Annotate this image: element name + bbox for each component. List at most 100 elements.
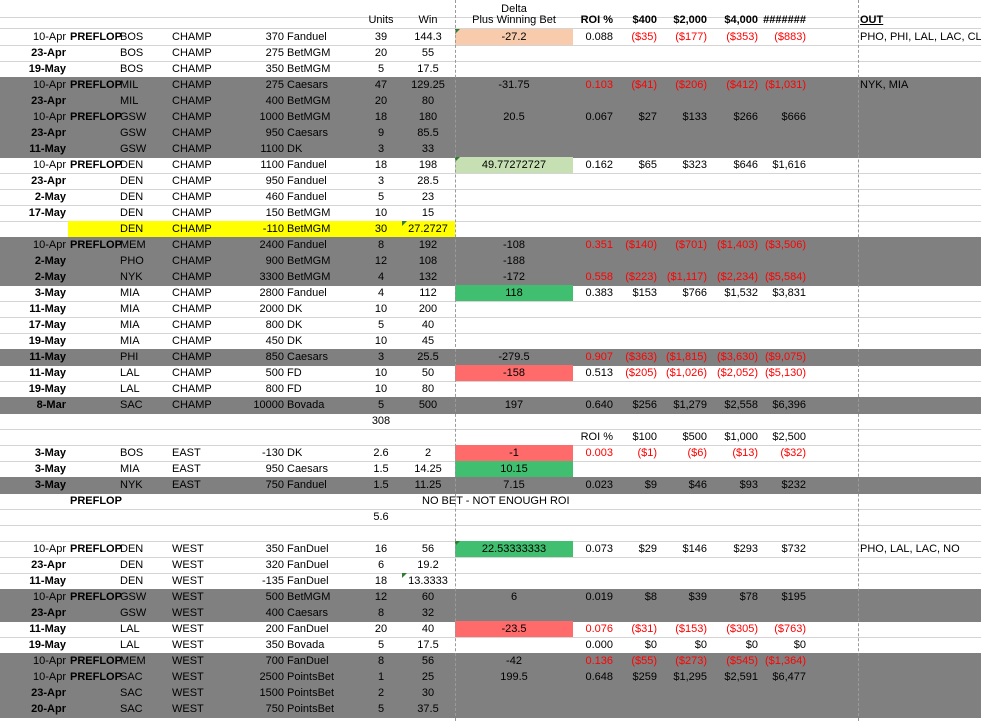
cell-c8000[interactable]: ($1,364): [765, 655, 806, 667]
cell-market[interactable]: EAST: [172, 447, 201, 459]
cell-date[interactable]: 11-May: [29, 303, 66, 315]
cell-units[interactable]: 10: [374, 207, 388, 219]
cell-team[interactable]: BOS: [120, 47, 144, 59]
cell-win[interactable]: 32: [421, 607, 435, 619]
cell-units[interactable]: 1: [377, 671, 385, 683]
cell-book[interactable]: FanDuel: [287, 559, 329, 571]
cell-units[interactable]: 1.5: [373, 479, 389, 491]
cell-units[interactable]: Units: [368, 14, 394, 26]
cell-win[interactable]: 108: [418, 255, 438, 267]
cell-odds[interactable]: 950: [265, 463, 284, 475]
cell-win[interactable]: 129.25: [411, 79, 445, 91]
cell-market[interactable]: CHAMP: [172, 351, 212, 363]
cell-win[interactable]: 144.3: [414, 31, 442, 43]
cell-book[interactable]: BetMGM: [287, 207, 331, 219]
cell-delta[interactable]: 7.15: [503, 479, 525, 491]
cell-odds[interactable]: 500: [265, 591, 284, 603]
cell-win[interactable]: 37.5: [417, 703, 439, 715]
cell-c8000[interactable]: $195: [781, 591, 806, 603]
cell-date[interactable]: 3-May: [34, 479, 66, 491]
cell-units[interactable]: 8: [377, 607, 385, 619]
cell-roi[interactable]: 0.019: [585, 591, 613, 603]
cell-win[interactable]: Win: [418, 14, 438, 26]
cell-book[interactable]: Fanduel: [287, 159, 327, 171]
cell-c8000[interactable]: $6,477: [772, 671, 806, 683]
cell-odds[interactable]: 800: [265, 319, 284, 331]
cell-odds[interactable]: 200: [265, 623, 284, 635]
cell-date[interactable]: 23-Apr: [31, 687, 66, 699]
cell-c8000[interactable]: ($5,584): [765, 271, 806, 283]
cell-date[interactable]: 11-May: [29, 367, 66, 379]
cell-odds[interactable]: 2500: [259, 671, 284, 683]
cell-round[interactable]: PREFLOP: [70, 239, 122, 251]
cell-odds[interactable]: 1500: [259, 687, 284, 699]
cell-team[interactable]: MIA: [120, 463, 140, 475]
cell-date[interactable]: 17-May: [28, 207, 66, 219]
cell-win[interactable]: 180: [418, 111, 438, 123]
cell-units[interactable]: 18: [374, 575, 388, 587]
cell-win[interactable]: 30: [421, 687, 435, 699]
cell-win[interactable]: 28.5: [417, 175, 439, 187]
cell-roi[interactable]: 0.162: [585, 159, 613, 171]
cell-book[interactable]: Bovada: [287, 399, 325, 411]
cell-team[interactable]: MIL: [120, 95, 139, 107]
cell-book[interactable]: FanDuel: [287, 623, 329, 635]
cell-market[interactable]: CHAMP: [172, 399, 212, 411]
cell-date[interactable]: 23-Apr: [31, 607, 66, 619]
cell-odds[interactable]: 150: [265, 207, 284, 219]
cell-date[interactable]: 11-May: [29, 351, 66, 363]
cell-c400[interactable]: ($1): [637, 447, 657, 459]
cell-c400[interactable]: $153: [632, 287, 657, 299]
cell-win[interactable]: 112: [419, 287, 437, 299]
cell-market[interactable]: WEST: [172, 607, 204, 619]
cell-odds[interactable]: 350: [265, 63, 284, 75]
cell-c8000[interactable]: $3,831: [772, 287, 806, 299]
cell-win[interactable]: 13.3333: [402, 573, 454, 589]
cell-market[interactable]: CHAMP: [172, 383, 212, 395]
cell-c400[interactable]: $8: [644, 591, 657, 603]
cell-units[interactable]: 20: [374, 95, 388, 107]
cell-date[interactable]: 3-May: [34, 287, 66, 299]
cell-delta[interactable]: -31.75: [498, 79, 530, 91]
cell-roi[interactable]: 0.136: [585, 655, 613, 667]
cell-c4000[interactable]: $2,591: [724, 671, 758, 683]
cell-book[interactable]: Fanduel: [287, 31, 327, 43]
cell-win[interactable]: 33: [421, 143, 435, 155]
cell-round[interactable]: PREFLOP: [70, 79, 122, 91]
cell-c4000[interactable]: ($305): [726, 623, 758, 635]
cell-market[interactable]: CHAMP: [172, 207, 212, 219]
cell-market[interactable]: CHAMP: [172, 111, 212, 123]
cell-book[interactable]: Caesars: [287, 351, 328, 363]
cell-team[interactable]: LAL: [120, 383, 140, 395]
cell-team[interactable]: SAC: [120, 687, 143, 699]
cell-delta[interactable]: -279.5: [498, 351, 530, 363]
cell-odds[interactable]: -110: [262, 223, 284, 235]
cell-units[interactable]: 2: [377, 687, 385, 699]
cell-date[interactable]: 10-Apr: [32, 671, 66, 683]
cell-book[interactable]: BetMGM: [287, 591, 331, 603]
cell-book[interactable]: DK: [287, 319, 303, 331]
cell-market[interactable]: WEST: [172, 559, 204, 571]
cell-book[interactable]: FanDuel: [287, 575, 329, 587]
cell-c4000[interactable]: ($2,052): [717, 367, 758, 379]
cell-c8000[interactable]: ($3,506): [765, 239, 806, 251]
cell-odds[interactable]: 800: [265, 383, 284, 395]
cell-book[interactable]: BetMGM: [287, 95, 331, 107]
cell-out[interactable]: PHO, PHI, LAL, LAC, CLE: [860, 31, 981, 43]
cell-units[interactable]: 12: [374, 591, 388, 603]
cell-date[interactable]: 2-May: [34, 191, 66, 203]
cell-units[interactable]: 47: [374, 79, 388, 91]
cell-market[interactable]: CHAMP: [172, 223, 212, 235]
cell-win[interactable]: 25.5: [417, 351, 439, 363]
cell-roi[interactable]: ROI %: [580, 14, 613, 26]
cell-date[interactable]: 2-May: [34, 271, 66, 283]
cell-team[interactable]: MIL: [120, 79, 139, 91]
cell-market[interactable]: WEST: [172, 591, 204, 603]
cell-out[interactable]: NYK, MIA: [860, 79, 909, 91]
cell-units[interactable]: 4: [377, 287, 385, 299]
cell-date[interactable]: 11-May: [29, 575, 66, 587]
cell-win[interactable]: 40: [421, 623, 435, 635]
cell-odds[interactable]: 1100: [260, 159, 284, 171]
cell-units[interactable]: 5: [377, 639, 385, 651]
cell-team[interactable]: DEN: [120, 543, 144, 555]
